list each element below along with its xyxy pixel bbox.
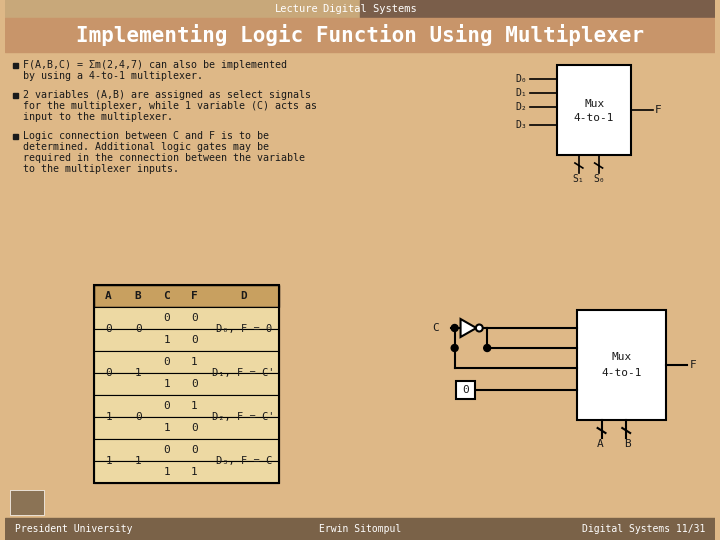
Bar <box>5 18 715 52</box>
Text: D₃, F = C: D₃, F = C <box>215 456 271 466</box>
Text: 0: 0 <box>105 368 112 378</box>
Text: 1: 1 <box>105 456 112 466</box>
Text: 0: 0 <box>191 379 198 389</box>
Text: 1: 1 <box>163 467 170 477</box>
Text: S₀: S₀ <box>594 174 606 184</box>
Text: Digital Systems 11/31: Digital Systems 11/31 <box>582 524 705 534</box>
Text: determined. Additional logic gates may be: determined. Additional logic gates may b… <box>23 142 269 152</box>
Bar <box>94 439 279 461</box>
Text: D₀: D₀ <box>516 74 528 84</box>
Text: A: A <box>105 291 112 301</box>
Text: 1: 1 <box>163 335 170 345</box>
Bar <box>456 381 475 399</box>
Bar <box>5 0 360 18</box>
Text: 0: 0 <box>191 423 198 433</box>
Text: 0: 0 <box>135 412 142 422</box>
Text: Logic connection between C and F is to be: Logic connection between C and F is to b… <box>23 131 269 141</box>
Text: 0: 0 <box>191 445 198 455</box>
Bar <box>5 518 715 540</box>
Bar <box>557 65 631 155</box>
Bar <box>13 92 18 98</box>
Bar <box>94 373 279 395</box>
Bar <box>10 490 45 515</box>
Text: to the multiplexer inputs.: to the multiplexer inputs. <box>23 164 179 174</box>
Text: input to the multiplexer.: input to the multiplexer. <box>23 112 173 122</box>
Bar <box>13 133 18 138</box>
Text: D₂, F = C': D₂, F = C' <box>212 412 275 422</box>
Text: 1: 1 <box>135 456 142 466</box>
Text: 0: 0 <box>105 324 112 334</box>
Text: 1: 1 <box>191 357 198 367</box>
Text: 1: 1 <box>163 379 170 389</box>
Text: D₀, F = 0: D₀, F = 0 <box>215 324 271 334</box>
Text: 1: 1 <box>163 423 170 433</box>
Text: 4-to-1: 4-to-1 <box>601 368 642 378</box>
Text: D₂: D₂ <box>516 102 528 112</box>
Text: required in the connection between the variable: required in the connection between the v… <box>23 153 305 163</box>
Bar <box>577 310 666 420</box>
Text: D₃: D₃ <box>516 120 528 130</box>
Text: C: C <box>163 291 170 301</box>
Text: S₁: S₁ <box>572 174 584 184</box>
Text: 0: 0 <box>462 385 469 395</box>
Bar <box>5 52 715 518</box>
Bar <box>94 351 279 373</box>
Text: 0: 0 <box>135 324 142 334</box>
Text: 1: 1 <box>105 412 112 422</box>
Text: Implementing Logic Function Using Multiplexer: Implementing Logic Function Using Multip… <box>76 24 644 46</box>
Text: 1: 1 <box>135 368 142 378</box>
Text: 1: 1 <box>191 467 198 477</box>
Text: Mux: Mux <box>611 352 631 362</box>
Text: F: F <box>689 360 696 370</box>
Polygon shape <box>461 319 477 337</box>
Text: Lecture: Lecture <box>275 4 318 14</box>
Bar <box>94 395 279 417</box>
Text: A: A <box>597 439 604 449</box>
Text: B: B <box>624 439 631 449</box>
Bar <box>94 307 279 329</box>
Text: 1: 1 <box>191 401 198 411</box>
Text: President University: President University <box>15 524 132 534</box>
Circle shape <box>451 325 458 332</box>
Text: F: F <box>191 291 198 301</box>
Circle shape <box>484 345 490 352</box>
Text: D₁: D₁ <box>516 88 528 98</box>
Text: 0: 0 <box>191 335 198 345</box>
Text: 0: 0 <box>191 313 198 323</box>
Bar <box>94 285 279 307</box>
Text: 4-to-1: 4-to-1 <box>574 113 614 123</box>
Bar <box>94 285 279 483</box>
Bar <box>94 461 279 483</box>
Bar <box>94 329 279 351</box>
Text: for the multiplexer, while 1 variable (C) acts as: for the multiplexer, while 1 variable (C… <box>23 101 317 111</box>
Circle shape <box>451 345 458 352</box>
Text: C: C <box>432 323 439 333</box>
Bar <box>360 0 715 18</box>
Text: Digital Systems: Digital Systems <box>323 4 416 14</box>
Text: F: F <box>654 105 662 115</box>
Text: 0: 0 <box>163 401 170 411</box>
Text: 0: 0 <box>163 445 170 455</box>
Text: by using a 4-to-1 multiplexer.: by using a 4-to-1 multiplexer. <box>23 71 203 81</box>
Bar <box>13 63 18 68</box>
Bar <box>94 417 279 439</box>
Text: 2 variables (A,B) are assigned as select signals: 2 variables (A,B) are assigned as select… <box>23 90 311 100</box>
Text: 0: 0 <box>163 313 170 323</box>
Text: Mux: Mux <box>584 99 604 109</box>
Text: Erwin Sitompul: Erwin Sitompul <box>319 524 401 534</box>
Text: D: D <box>240 291 247 301</box>
Text: D₁, F = C': D₁, F = C' <box>212 368 275 378</box>
Circle shape <box>476 325 482 332</box>
Text: 0: 0 <box>163 357 170 367</box>
Text: B: B <box>135 291 142 301</box>
Text: F(A,B,C) = Σm(2,4,7) can also be implemented: F(A,B,C) = Σm(2,4,7) can also be impleme… <box>23 60 287 70</box>
